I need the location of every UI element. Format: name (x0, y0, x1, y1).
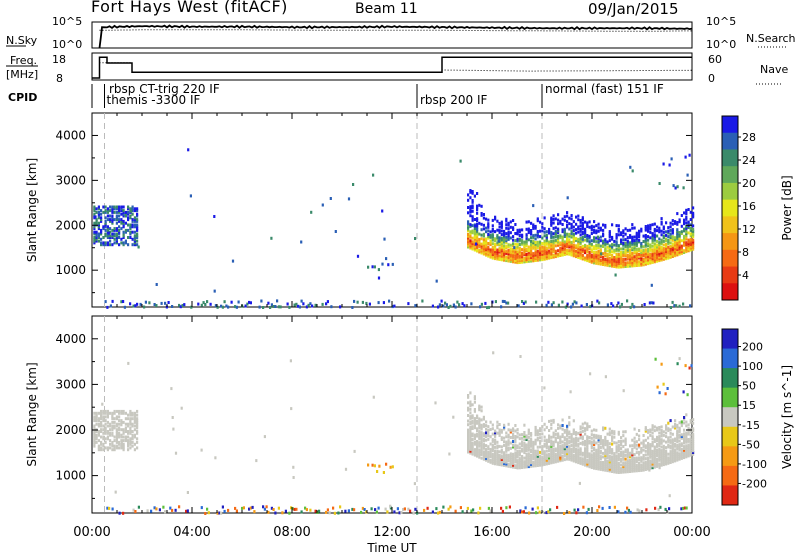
xtick-label-4: 16:00 (473, 525, 510, 540)
power-panel-colorbar-tick-label-0: 28 (742, 131, 756, 144)
power-panel-colorbar-swatch-6 (722, 216, 738, 234)
velocity-panel-colorbar-tick-label-2: 50 (742, 380, 756, 393)
velocity-panel-ylabel: Slant Range [km] (25, 362, 39, 466)
cpid-segment-rbsp-ct: rbsp CT-trig 220 IF (109, 82, 220, 96)
x-axis-label: Time UT (366, 541, 417, 554)
xtick-label-3: 12:00 (373, 525, 410, 540)
power-panel-colorbar-swatch-4 (722, 182, 738, 201)
power-panel-colorbar-swatch-7 (722, 233, 738, 251)
velocity-panel-ytick-label-1000: 1000 (55, 469, 86, 483)
velocity-panel-colorbar-tick-label-7: -200 (742, 477, 767, 490)
power-panel-colorbar-swatch-8 (722, 249, 738, 268)
velocity-panel-ytick-label-4000: 4000 (55, 332, 86, 346)
freq-right-tick-high: 60 (708, 53, 722, 66)
power-panel-colorbar-label: Power [dB] (780, 175, 794, 240)
velocity-panel-colorbar-tick-label-0: 200 (742, 341, 763, 354)
freq-series-nave (99, 62, 693, 73)
power-panel-ylabel: Slant Range [km] (25, 158, 39, 262)
freq-panel-frame (91, 52, 693, 81)
power-panel (91, 112, 695, 310)
power-panel-colorbar-tick-label-4: 12 (742, 223, 756, 236)
velocity-panel-colorbar-swatch-6 (722, 446, 738, 467)
xtick-label-5: 20:00 (573, 525, 610, 540)
velocity-panel-colorbar-tick-label-1: 100 (742, 360, 763, 373)
power-panel-colorbar-swatch-10 (722, 283, 738, 301)
velocity-panel-colorbar-swatch-5 (722, 426, 738, 447)
velocity-panel-colorbar-tick-label-4: -15 (742, 419, 760, 432)
power-panel-colorbar-tick-label-6: 4 (742, 269, 749, 282)
power-panel-ytick-label-4000: 4000 (55, 128, 86, 142)
freq-right-tick-low: 0 (708, 72, 715, 85)
velocity-panel (91, 315, 695, 515)
velocity-panel-colorbar-swatch-2 (722, 368, 738, 389)
power-panel-colorbar-frame (721, 115, 739, 301)
power-panel-ytick-label-1000: 1000 (55, 263, 86, 277)
noise-right-tick-high: 10^5 (706, 15, 736, 28)
beam-label: Beam 11 (355, 1, 418, 17)
cpid-segment-themis: themis -3300 IF (107, 93, 201, 107)
xtick-label-6: 00:00 (673, 525, 710, 540)
power-panel-colorbar-tick-label-2: 20 (742, 177, 756, 190)
power-panel-colorbar-tick-label-3: 16 (742, 200, 756, 213)
noise-panel-frame (91, 21, 693, 49)
xtick-label-0: 00:00 (73, 525, 110, 540)
velocity-panel-ytick-label-3000: 3000 (55, 377, 86, 391)
velocity-panel-colorbar-swatch-4 (722, 407, 738, 428)
freq-left-tick-high: 18 (52, 53, 66, 66)
power-panel-colorbar-tick-label-5: 8 (742, 246, 749, 259)
power-panel-colorbar-swatch-9 (722, 266, 738, 284)
date-label: 09/Jan/2015 (588, 0, 679, 18)
velocity-panel-colorbar-tick-label-6: -100 (742, 458, 767, 471)
cpid-segment-normal: normal (fast) 151 IF (545, 82, 664, 96)
freq-right-label: Nave (760, 63, 788, 76)
freq-series-freq (92, 56, 692, 79)
power-panel-colorbar-swatch-2 (722, 149, 738, 167)
freq-left-label-bottom: [MHz] (6, 68, 38, 81)
power-panel-colorbar-tick-label-1: 24 (742, 154, 756, 167)
cpid-label: CPID (8, 91, 37, 104)
power-panel-ytick-label-2000: 2000 (55, 218, 86, 232)
xtick-label-2: 08:00 (273, 525, 310, 540)
plot-title: Fort Hays West (fitACF) (91, 0, 288, 16)
noise-left-label: N.Sky (6, 34, 38, 47)
noise-right-label: N.Search (746, 32, 796, 45)
power-panel-frame (91, 112, 693, 308)
velocity-panel-ytick-label-2000: 2000 (55, 423, 86, 437)
freq-left-label-top: Freq. (10, 54, 37, 67)
xtick-label-1: 04:00 (173, 525, 210, 540)
noise-right-tick-low: 10^0 (706, 38, 736, 51)
velocity-panel-colorbar-tick-label-3: 15 (742, 399, 756, 412)
velocity-panel-frame (91, 315, 693, 514)
velocity-panel-colorbar-swatch-1 (722, 348, 738, 369)
freq-left-tick-low: 8 (56, 72, 63, 85)
noise-series-nsky (98, 24, 693, 49)
velocity-panel-colorbar-tick-label-5: -50 (742, 438, 760, 451)
noise-left-tick-high: 10^5 (52, 15, 82, 28)
cpid-segment-rbsp-200: rbsp 200 IF (420, 93, 487, 107)
power-panel-colorbar-swatch-3 (722, 166, 738, 184)
velocity-panel-colorbar-swatch-7 (722, 465, 738, 486)
velocity-panel-colorbar-label: Velocity [m s^-1] (780, 365, 794, 469)
velocity-panel-colorbar-frame (721, 328, 739, 506)
velocity-panel-colorbar-swatch-0 (722, 329, 738, 350)
velocity-panel-colorbar-swatch-3 (722, 387, 738, 408)
power-panel-colorbar-swatch-0 (722, 116, 738, 134)
noise-series-nsearch (99, 29, 693, 32)
power-panel-colorbar-swatch-5 (722, 199, 738, 217)
noise-left-tick-low: 10^0 (52, 38, 82, 51)
power-panel-colorbar-swatch-1 (722, 132, 738, 150)
power-panel-ytick-label-3000: 3000 (55, 173, 86, 187)
velocity-panel-colorbar-swatch-8 (722, 485, 738, 506)
